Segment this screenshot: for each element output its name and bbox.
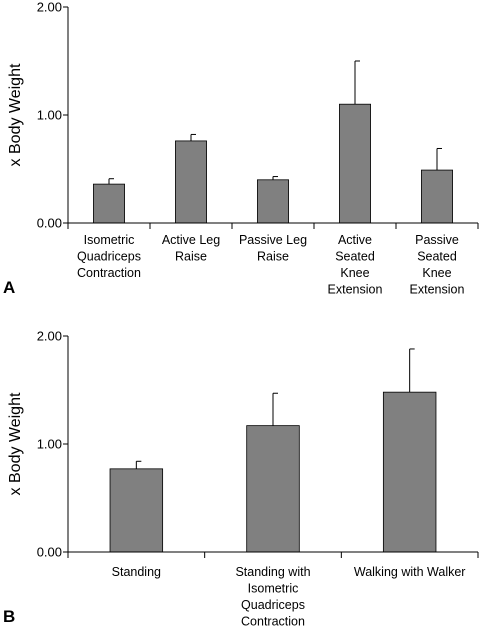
x-tick-label: Standing with xyxy=(235,565,310,579)
x-tick-label: Seated xyxy=(417,250,457,264)
x-tick-label: Seated xyxy=(335,250,375,264)
x-tick-label: Raise xyxy=(257,250,289,264)
x-tick-label: Knee xyxy=(422,266,451,280)
x-tick-label: Extension xyxy=(328,283,383,297)
x-tick-label: Active Leg xyxy=(162,233,220,247)
y-tick-label: 2.00 xyxy=(37,0,62,15)
x-tick-label: Knee xyxy=(340,266,369,280)
x-tick-label: Contraction xyxy=(77,266,141,280)
x-tick-label: Quadriceps xyxy=(241,598,305,612)
bar xyxy=(257,179,289,224)
bar xyxy=(93,183,125,224)
y-axis-label: x Body Weight xyxy=(7,63,24,166)
bar xyxy=(382,391,437,553)
y-tick-label: 1.00 xyxy=(37,437,62,452)
panel-label: B xyxy=(3,607,15,626)
x-tick-label: Active xyxy=(338,233,372,247)
y-axis-label: x Body Weight xyxy=(7,392,24,495)
x-tick-label: Raise xyxy=(175,250,207,264)
x-tick-label: Contraction xyxy=(241,615,305,626)
x-tick-label: Passive Leg xyxy=(239,233,307,247)
x-tick-label: Isometric xyxy=(248,582,299,596)
x-tick-label: Standing xyxy=(112,565,161,579)
x-tick-label: Isometric xyxy=(84,233,135,247)
y-tick-label: 0.00 xyxy=(37,216,62,231)
x-tick-label: Passive xyxy=(415,233,459,247)
x-tick-label: Extension xyxy=(410,283,465,297)
y-tick-label: 0.00 xyxy=(37,545,62,560)
x-tick-label: Walking with Walker xyxy=(354,565,466,579)
y-tick-label: 1.00 xyxy=(37,108,62,123)
panel-label: A xyxy=(3,278,15,297)
bar xyxy=(109,468,164,553)
bar xyxy=(339,103,371,224)
bar xyxy=(421,169,453,224)
y-tick-label: 2.00 xyxy=(37,329,62,344)
bar xyxy=(246,425,300,553)
x-tick-label: Quadriceps xyxy=(77,250,141,264)
bar xyxy=(175,140,207,224)
